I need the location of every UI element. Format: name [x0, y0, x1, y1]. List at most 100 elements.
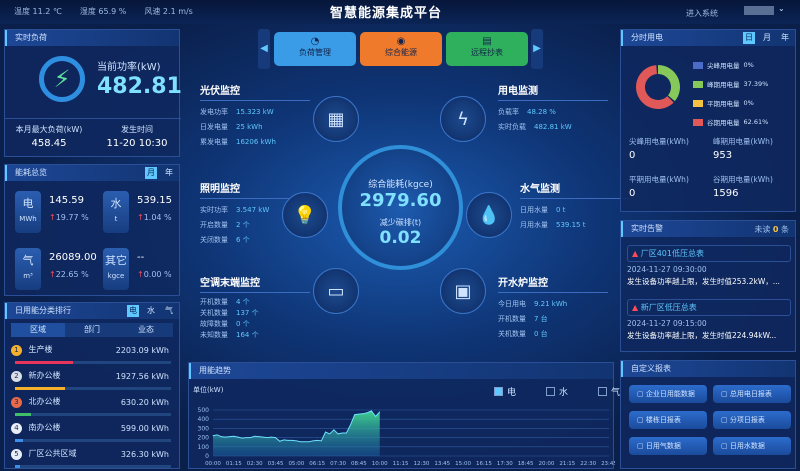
nav-button-1[interactable]: ◉ 综合能源 — [360, 32, 442, 66]
air-conditioner-icon: ▭ — [313, 268, 359, 314]
report-button[interactable]: ▢ 总用电日报表 — [713, 385, 791, 403]
panel-title: 自定义报表 — [621, 361, 795, 377]
alarm-icon: ▲ — [632, 249, 639, 258]
report-button[interactable]: ▢ 楼栋日报表 — [629, 411, 707, 429]
monitor-row: 关机数量 0 台 — [498, 327, 608, 342]
enter-system-link[interactable]: 进入系统 — [686, 9, 718, 18]
consumption-value: 145.59 — [49, 195, 84, 206]
data-point — [329, 433, 331, 435]
donut-slice — [658, 65, 680, 102]
tou-stat: 谷期用电量(kWh) 1596 — [713, 174, 773, 199]
ranking-row: 5 厂区公共区域 326.30 kWh — [5, 445, 179, 471]
section-title: 照明监控 — [200, 180, 310, 199]
time-of-use-panel: 分时用电 日月年 尖峰用电量 0% 峰期用电量 37.39% 平期用电量 0% 谷期用电量 6… — [620, 29, 796, 212]
electric-monitor: 用电监测 负载率 48.28 % 实时负载 482.81 kW — [498, 82, 608, 135]
row-value: 482.81 kW — [534, 123, 572, 131]
data-point — [250, 437, 251, 438]
alarm-time: 2024-11-27 09:15:00 — [627, 319, 707, 328]
monitor-row: 负载率 48.28 % — [498, 105, 608, 120]
stat-label: 谷期用电量(kWh) — [713, 175, 773, 184]
data-point — [266, 437, 268, 438]
data-point — [316, 439, 318, 441]
tab-business[interactable]: 业态 — [138, 325, 154, 334]
max-load-value: 458.45 — [31, 138, 67, 149]
y-tick-label: 200 — [198, 435, 210, 442]
legend-label: 气 — [611, 388, 621, 398]
type-unit: m³ — [23, 272, 33, 280]
x-tick-label: 00:00 — [205, 461, 221, 467]
x-tick-label: 06:15 — [309, 461, 325, 467]
chart-legend-item[interactable]: 水 — [546, 385, 568, 398]
document-icon: ▢ — [721, 416, 728, 424]
tab-area[interactable]: 区域 — [11, 323, 65, 337]
row-value: 539.15 t — [556, 221, 586, 229]
alarm-item[interactable]: ▲ 新厂区低压总表 2024-11-27 09:15:00 发生设备功率越上限，发生… — [627, 299, 791, 341]
report-button[interactable]: ▢ 分项日报表 — [713, 411, 791, 429]
power-value: 482.81 — [97, 74, 182, 99]
toggle-month[interactable]: 月 — [763, 33, 771, 42]
legend-label: 电 — [507, 388, 517, 398]
monitor-row: 开启数量 2 个 — [200, 218, 310, 233]
type-name: 水 — [110, 197, 122, 210]
nav-prev-button[interactable]: ◀ — [258, 29, 270, 69]
data-point — [270, 436, 272, 438]
tab-department[interactable]: 部门 — [84, 325, 100, 334]
chevron-down-icon[interactable]: ⌄ — [778, 4, 785, 13]
data-point — [362, 413, 364, 415]
row-label: 开机数量 — [498, 315, 526, 323]
unread-unit: 条 — [781, 225, 789, 234]
document-icon: ▢ — [721, 390, 728, 398]
wind-speed: 风速 2.1 m/s — [144, 7, 193, 16]
stat-label: 尖峰用电量(kWh) — [629, 137, 689, 146]
app-title: 智慧能源集成平台 — [330, 6, 443, 21]
stat-value: 0 — [629, 150, 636, 161]
row-value: 2 个 — [236, 221, 250, 229]
document-icon: ▢ — [637, 416, 644, 424]
report-button[interactable]: ▢ 企业日用能数据 — [629, 385, 707, 403]
data-point — [304, 441, 306, 443]
pv-monitor: 光伏监控 发电功率 15.323 kW 日发电量 25 kWh 累发电量 16206 kWh — [200, 82, 310, 150]
row-label: 开机数量 — [200, 298, 228, 306]
toggle-year[interactable]: 年 — [781, 33, 789, 42]
y-tick-label: 400 — [198, 416, 210, 423]
data-point — [212, 435, 214, 437]
data-point — [245, 437, 247, 438]
time-value: 11-20 10:30 — [106, 138, 168, 149]
monitor-row: 开机数量 7 台 — [498, 312, 608, 327]
nav-button-2[interactable]: ▤ 远程抄表 — [446, 32, 528, 66]
monitor-row: 日用水量 0 t — [520, 203, 630, 218]
report-button[interactable]: ▢ 日用水数据 — [713, 437, 791, 455]
data-point — [358, 413, 360, 415]
rank-badge-icon: 3 — [11, 397, 22, 408]
report-label: 总用电日报表 — [729, 390, 772, 398]
alarm-item[interactable]: ▲ 厂区401低压总表 2024-11-27 09:30:00 发生设备功率越上限，… — [627, 245, 791, 287]
rank-name: 北办公楼 — [28, 397, 61, 406]
nav-button-0[interactable]: ◔ 负荷管理 — [274, 32, 356, 66]
chart-legend-item[interactable]: 气 — [598, 385, 620, 398]
rank-value: 630.20 kWh — [120, 398, 169, 407]
ranking-row: 4 南办公楼 599.00 kWh — [5, 419, 179, 445]
report-button[interactable]: ▢ 日用气数据 — [629, 437, 707, 455]
data-point — [345, 432, 347, 434]
row-label: 未知数量 — [200, 331, 228, 339]
monitor-row: 今日用电 9.21 kWh — [498, 297, 608, 312]
alarm-time: 2024-11-27 09:30:00 — [627, 265, 707, 274]
lighting-monitor: 照明监控 实时功率 3.547 kW 开启数量 2 个关闭数量 6 个 — [200, 180, 310, 248]
toggle-year[interactable]: 年 — [165, 168, 173, 177]
toggle-month[interactable]: 月 — [145, 167, 157, 179]
chart-legend-item[interactable]: 电 — [494, 385, 516, 398]
rank-badge-icon: 5 — [11, 449, 22, 460]
toggle-electric[interactable]: 电 — [127, 305, 139, 317]
toggle-gas[interactable]: 气 — [165, 306, 173, 315]
type-unit: kgce — [107, 272, 125, 280]
toggle-water[interactable]: 水 — [147, 306, 155, 315]
document-icon: ▢ — [721, 442, 728, 450]
toggle-day[interactable]: 日 — [743, 32, 755, 44]
nav-next-button[interactable]: ▶ — [531, 29, 543, 69]
report-label: 企业日用能数据 — [645, 390, 695, 398]
user-menu[interactable] — [744, 6, 774, 15]
type-name: 其它 — [105, 254, 127, 267]
row-label: 实时负载 — [498, 123, 526, 131]
legend-pct: 0% — [743, 99, 754, 107]
